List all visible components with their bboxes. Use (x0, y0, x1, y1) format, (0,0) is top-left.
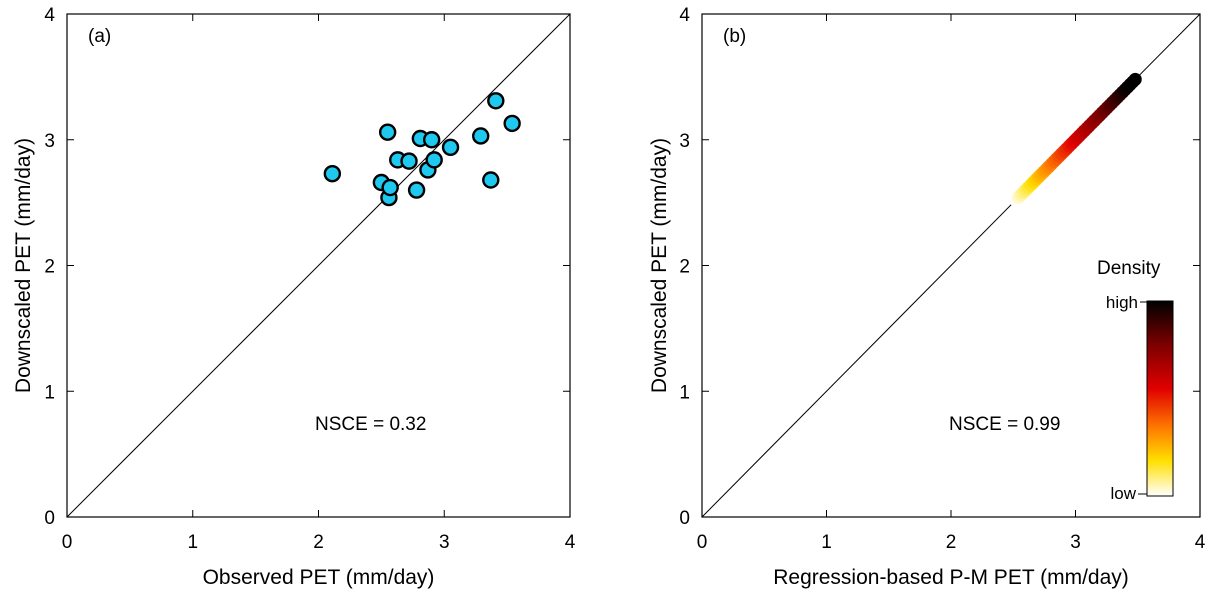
panel-a-nsce-annotation: NSCE = 0.32 (315, 414, 426, 435)
panel-a-label: (a) (88, 26, 111, 47)
panel-b-density-band (1009, 72, 1142, 207)
panel-b-y-tick-label: 2 (679, 257, 690, 278)
scatter-point (422, 131, 441, 149)
panel-a-one-to-one-line (66, 13, 571, 518)
panel-a-y-tick-label: 3 (44, 131, 55, 152)
panel-a-x-tick-label: 3 (439, 532, 450, 553)
scatter-point (482, 171, 500, 189)
panel-b-x-tick-label: 4 (1195, 532, 1206, 553)
panel-b-x-tick-label: 3 (1070, 532, 1081, 553)
scatter-point (472, 127, 490, 145)
colorbar-title: Density (1097, 258, 1161, 279)
panel-a-x-axis-title: Observed PET (mm/day) (203, 566, 435, 589)
panel-b-y-tick-label: 0 (679, 508, 690, 529)
density-colorbar: Density high low (1097, 258, 1174, 503)
panel-a-y-tick-label: 2 (44, 257, 55, 278)
panel-a-scatter: (a) NSCE = 0.32 Observed PET (mm/day) Do… (12, 5, 576, 589)
panel-a-x-tick-label: 0 (62, 532, 73, 553)
panel-b-x-axis-title: Regression-based P-M PET (mm/day) (773, 566, 1129, 589)
panel-a-points (323, 92, 521, 207)
panel-a-x-tick-label: 1 (187, 532, 198, 553)
panel-b-y-tick-label: 3 (679, 131, 690, 152)
colorbar-low-label: low (1110, 484, 1136, 503)
panel-a-y-tick-label: 4 (44, 5, 55, 26)
colorbar-gradient (1146, 300, 1174, 497)
panel-b-y-axis-title: Downscaled PET (mm/day) (648, 138, 671, 393)
scatter-point (503, 114, 521, 133)
panel-b-ticks: 0 1 2 3 4 0 1 2 3 4 (679, 5, 1205, 553)
scatter-point (425, 151, 443, 169)
scatter-point (381, 178, 399, 197)
panel-b-nsce-annotation: NSCE = 0.99 (949, 414, 1060, 435)
panel-b-y-tick-label: 1 (679, 382, 690, 403)
panel-a-x-tick-label: 2 (313, 532, 324, 553)
panel-a-x-tick-label: 4 (565, 532, 576, 553)
density-point (1128, 72, 1142, 86)
panel-a-y-tick-label: 0 (44, 508, 55, 529)
panel-b-x-tick-label: 0 (697, 532, 708, 553)
panel-b-x-tick-label: 1 (821, 532, 832, 553)
panel-b-label: (b) (723, 26, 746, 47)
scatter-point (378, 123, 397, 141)
colorbar-high-label: high (1106, 293, 1138, 312)
panel-a-y-tick-label: 1 (44, 382, 55, 403)
panel-b-x-tick-label: 2 (946, 532, 957, 553)
scatter-point (407, 181, 426, 199)
scatter-point (487, 92, 505, 110)
panel-b-y-tick-label: 4 (679, 5, 690, 26)
scatter-point (400, 152, 418, 170)
panel-a-y-axis-title: Downscaled PET (mm/day) (12, 138, 35, 393)
panel-a-ticks: 0 1 2 3 4 0 1 2 3 4 (44, 5, 575, 553)
scatter-point (441, 138, 460, 156)
panel-b-density-scatter: (b) NSCE = 0.99 Regression-based P-M PET… (648, 5, 1206, 589)
scatter-point (323, 165, 342, 183)
